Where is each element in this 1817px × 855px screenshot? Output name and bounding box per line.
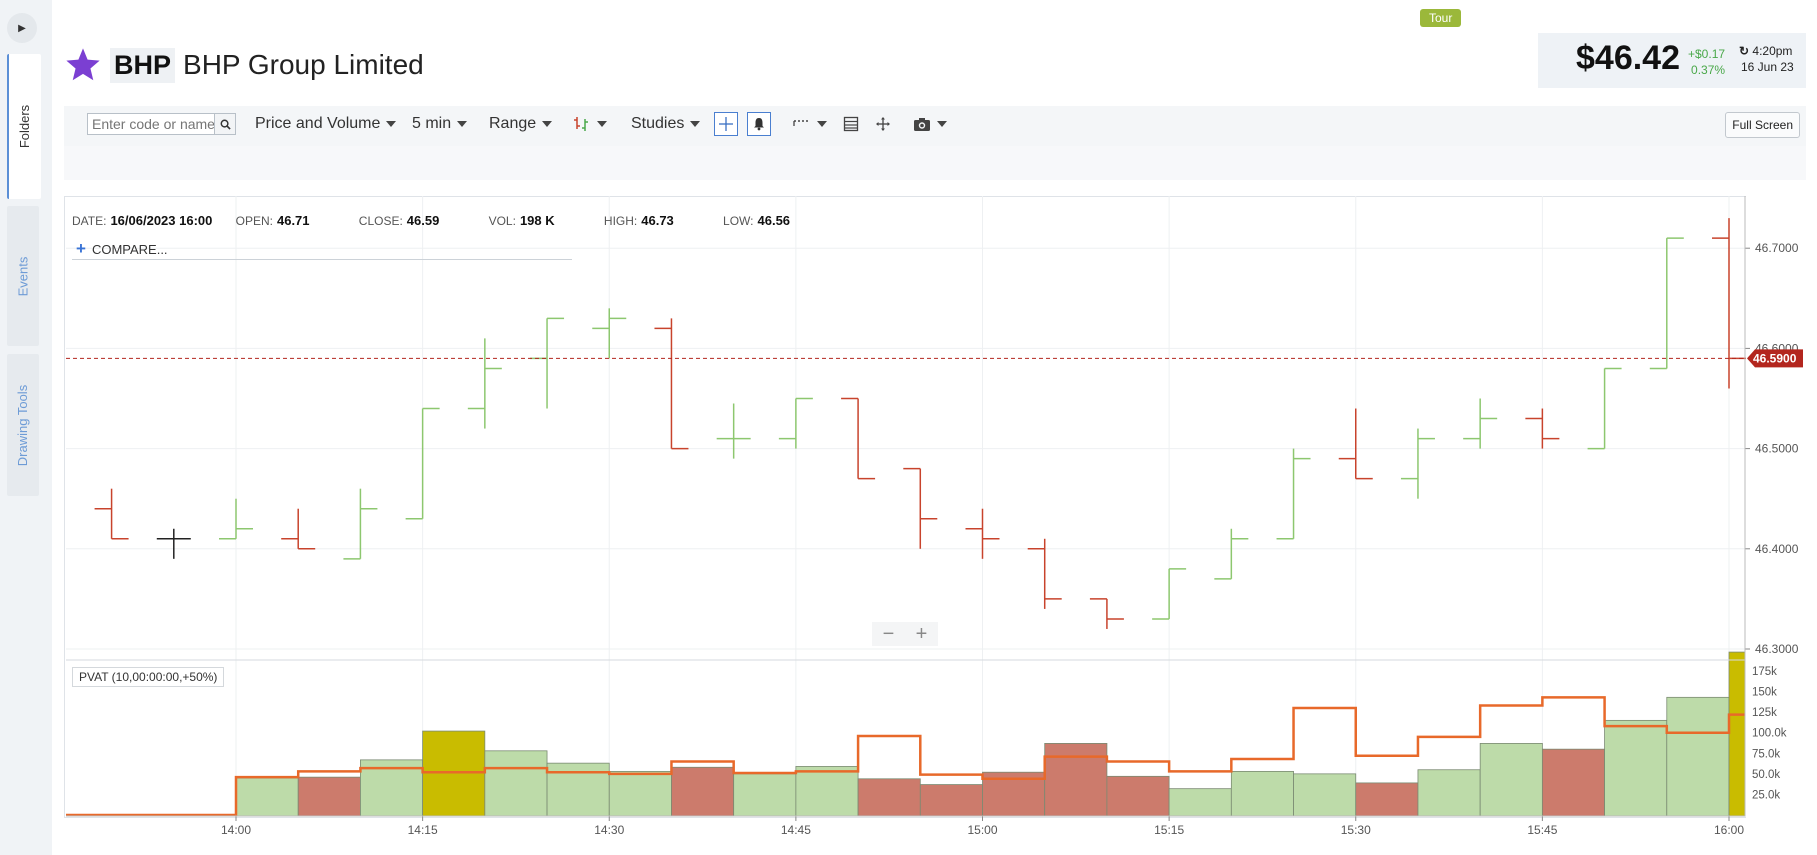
move-icon bbox=[876, 117, 890, 131]
pan-button[interactable] bbox=[871, 112, 895, 136]
x-tick-label: 14:45 bbox=[781, 823, 811, 837]
price-change: +$0.17 0.37% bbox=[1688, 46, 1725, 78]
full-screen-button[interactable]: Full Screen bbox=[1725, 112, 1800, 138]
volume-tick-label: 175k bbox=[1752, 666, 1777, 678]
quote-date: 16 Jun 23 bbox=[1741, 60, 1794, 74]
bar-info: DATE: 16/06/2023 16:00 OPEN: 46.71 CLOSE: 4… bbox=[72, 213, 791, 228]
change-amount: +$0.17 bbox=[1688, 47, 1726, 61]
x-tick-label: 14:30 bbox=[594, 823, 624, 837]
y-tick-label: 46.5000 bbox=[1755, 442, 1799, 456]
last-price-tag bbox=[1747, 349, 1803, 368]
company-name: BHP Group Limited bbox=[183, 49, 424, 80]
volume-tick-label: 25.0k bbox=[1752, 789, 1780, 801]
change-percent: 0.37% bbox=[1691, 63, 1726, 77]
page-title: BHP BHP Group Limited bbox=[64, 40, 424, 90]
bar-style-dropdown[interactable] bbox=[572, 112, 608, 136]
chevron-down-icon bbox=[597, 121, 607, 127]
zoom-in-button[interactable]: + bbox=[915, 622, 928, 645]
chevron-down-icon bbox=[542, 120, 553, 127]
star-icon[interactable] bbox=[64, 46, 102, 84]
y-tick-label: 46.4000 bbox=[1755, 542, 1799, 556]
x-tick-label: 15:15 bbox=[1154, 823, 1184, 837]
chevron-down-icon bbox=[690, 120, 701, 127]
search-icon bbox=[220, 119, 231, 130]
expand-sidebar-button[interactable]: ▶ bbox=[7, 13, 37, 43]
volume-tick-label: 125k bbox=[1752, 707, 1777, 719]
crosshair-toggle[interactable] bbox=[714, 112, 738, 136]
tab-drawing-tools[interactable]: Drawing Tools bbox=[7, 354, 39, 496]
compare-button[interactable]: + COMPARE... bbox=[72, 239, 572, 260]
code-search-input[interactable] bbox=[87, 113, 215, 135]
camera-icon bbox=[914, 117, 930, 131]
quote-time-text: 4:20pm bbox=[1752, 44, 1793, 58]
volume-tick-label: 50.0k bbox=[1752, 769, 1780, 781]
line-style-dropdown[interactable] bbox=[792, 112, 828, 136]
chevron-right-icon: ▶ bbox=[18, 22, 26, 34]
y-tick-label: 46.6000 bbox=[1755, 341, 1799, 355]
last-price: $46.42 bbox=[1576, 39, 1680, 77]
tab-events[interactable]: Events bbox=[7, 206, 39, 346]
bar-close: 46.59 bbox=[406, 213, 440, 228]
volume-tick-label: 75.0k bbox=[1752, 748, 1780, 760]
plus-icon: + bbox=[76, 239, 86, 258]
y-tick-label: 46.3000 bbox=[1755, 642, 1799, 656]
x-tick-label: 14:00 bbox=[221, 823, 251, 837]
bell-icon bbox=[754, 118, 764, 131]
chevron-down-icon bbox=[937, 121, 947, 127]
x-tick-label: 14:15 bbox=[408, 823, 438, 837]
tour-button[interactable]: Tour bbox=[1420, 9, 1462, 27]
volume-tick-label: 100.0k bbox=[1752, 728, 1787, 740]
chart-toolbar: Price and Volume 5 min Range Studies Ful… bbox=[64, 106, 1806, 146]
quote-panel: $46.42 +$0.17 0.37% ↻ 4:20pm 16 Jun 23 bbox=[1538, 33, 1806, 88]
bar-volume: 198 K bbox=[519, 213, 555, 228]
y-tick-label: 46.7000 bbox=[1755, 241, 1799, 255]
x-tick-label: 15:30 bbox=[1341, 823, 1371, 837]
interval-dropdown[interactable]: 5 min bbox=[412, 115, 468, 133]
chevron-down-icon bbox=[386, 120, 397, 127]
zoom-controls: − + bbox=[872, 622, 938, 646]
bar-high: 46.73 bbox=[641, 213, 674, 228]
search-button[interactable] bbox=[214, 113, 236, 135]
range-dropdown[interactable]: Range bbox=[489, 115, 553, 133]
table-view-button[interactable] bbox=[839, 112, 863, 136]
table-icon bbox=[843, 116, 859, 132]
studies-dropdown[interactable]: Studies bbox=[631, 115, 701, 133]
bar-low: 46.56 bbox=[757, 213, 791, 228]
tab-folders[interactable]: Folders bbox=[7, 54, 41, 199]
bar-date: 16/06/2023 16:00 bbox=[110, 213, 213, 228]
left-sidebar: ▶ Folders Events Drawing Tools bbox=[0, 0, 52, 855]
chevron-down-icon bbox=[457, 120, 468, 127]
x-tick-label: 15:00 bbox=[967, 823, 997, 837]
snapshot-dropdown[interactable] bbox=[911, 112, 949, 136]
x-tick-label: 16:00 bbox=[1714, 823, 1744, 837]
zoom-out-button[interactable]: − bbox=[882, 622, 895, 645]
ticker-symbol: BHP bbox=[110, 47, 176, 83]
chart-area[interactable] bbox=[64, 196, 1746, 818]
toolbar-strip bbox=[64, 146, 1806, 180]
chevron-down-icon bbox=[817, 121, 827, 127]
refresh-icon[interactable]: ↻ bbox=[1739, 44, 1750, 58]
bar-open: 46.71 bbox=[276, 213, 310, 228]
last-price-label: 46.5900 bbox=[1753, 351, 1797, 365]
x-tick-label: 15:45 bbox=[1527, 823, 1557, 837]
chart-type-dropdown[interactable]: Price and Volume bbox=[255, 115, 397, 133]
alerts-toggle[interactable] bbox=[747, 112, 771, 136]
pvat-study-label[interactable]: PVAT (10,00:00:00,+50%) bbox=[72, 667, 225, 687]
ohlc-bars-icon bbox=[574, 117, 588, 131]
crosshair-icon bbox=[719, 117, 733, 131]
dashed-line-icon bbox=[793, 120, 810, 126]
quote-time: ↻ 4:20pm 16 Jun 23 bbox=[1739, 43, 1794, 75]
volume-tick-label: 150k bbox=[1752, 687, 1777, 699]
